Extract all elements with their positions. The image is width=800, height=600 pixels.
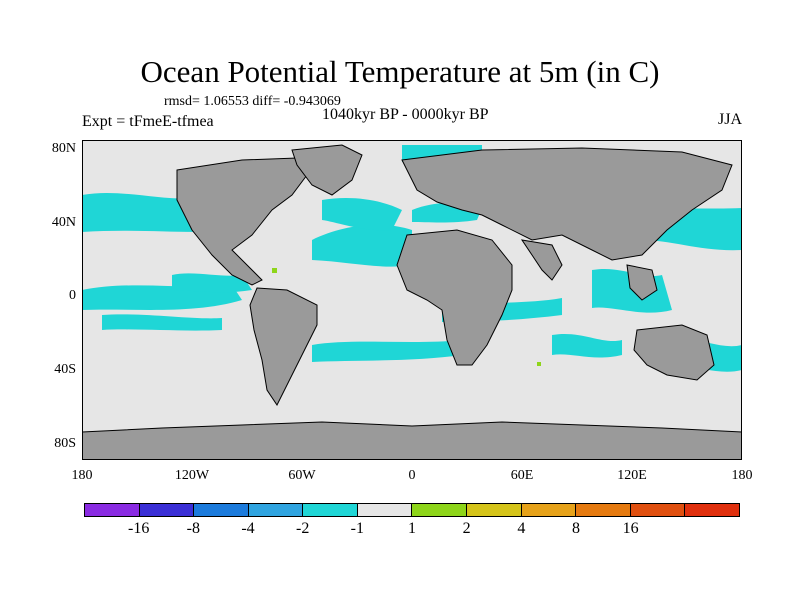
colorbar-tick-label: 8 xyxy=(572,520,580,537)
colorbar-swatch xyxy=(575,503,630,517)
x-tick-label: 120E xyxy=(617,468,647,483)
colorbar-swatch xyxy=(356,503,412,517)
colorbar-swatch xyxy=(684,503,740,517)
colorbar xyxy=(84,503,740,517)
landmass-greenland xyxy=(291,144,363,196)
landmass-eurasia xyxy=(401,147,733,261)
x-tick-label: 180 xyxy=(731,468,753,483)
colorbar-swatch xyxy=(138,503,194,517)
map-frame xyxy=(82,140,742,460)
x-tick-label: 60W xyxy=(288,468,316,483)
colorbar-tick-label: 2 xyxy=(462,520,471,537)
y-tick-label: 0 xyxy=(69,288,76,303)
colorbar-swatch xyxy=(520,503,576,517)
landmass-southeast-asia xyxy=(626,264,658,301)
colorbar-swatch xyxy=(193,503,248,517)
period-label: 1040kyr BP - 0000kyr BP xyxy=(322,106,489,123)
colorbar-tick-label: -2 xyxy=(295,520,310,537)
colorbar-tick-label: -8 xyxy=(186,520,200,537)
colorbar-tick-label: 4 xyxy=(517,520,526,537)
colorbar-swatch xyxy=(247,503,303,517)
colorbar-swatch xyxy=(629,503,685,517)
x-tick-label: 0 xyxy=(408,468,416,483)
x-tick-label: 120W xyxy=(174,468,210,483)
landmass-australia xyxy=(633,324,715,381)
colorbar-tick-label: 16 xyxy=(622,520,639,537)
colorbar-swatch xyxy=(411,503,467,517)
y-tick-label: 40N xyxy=(51,215,76,230)
y-tick-label: 40S xyxy=(54,362,76,377)
x-tick-label: 60E xyxy=(510,468,534,483)
ocean-temperature-map xyxy=(82,140,742,460)
x-tick-label: 180 xyxy=(71,468,93,483)
landmass-africa xyxy=(396,229,513,366)
colorbar-swatch xyxy=(84,503,139,517)
landmass-antarctica xyxy=(82,421,742,460)
landmass-arabia-india xyxy=(520,239,563,281)
experiment-label: Expt = tFmeE-tfmea xyxy=(82,113,214,130)
land-masses xyxy=(82,144,742,460)
y-tick-label: 80S xyxy=(54,436,76,451)
stats-line: rmsd= 1.06553 diff= -0.943069 xyxy=(164,94,341,109)
landmass-south-america xyxy=(249,287,318,406)
warm-anomaly-spots xyxy=(272,268,541,366)
colorbar-tick-label: -1 xyxy=(350,520,364,537)
colorbar-swatch xyxy=(466,503,521,517)
colorbar-tick-label: -16 xyxy=(127,520,150,537)
colorbar-tick-label: -4 xyxy=(241,520,255,537)
season-label: JJA xyxy=(717,111,742,128)
y-tick-label: 80N xyxy=(51,141,76,156)
colorbar-tick-label: 1 xyxy=(408,520,416,537)
map-title: Ocean Potential Temperature at 5m (in C) xyxy=(140,54,660,89)
colorbar-swatch xyxy=(302,503,357,517)
